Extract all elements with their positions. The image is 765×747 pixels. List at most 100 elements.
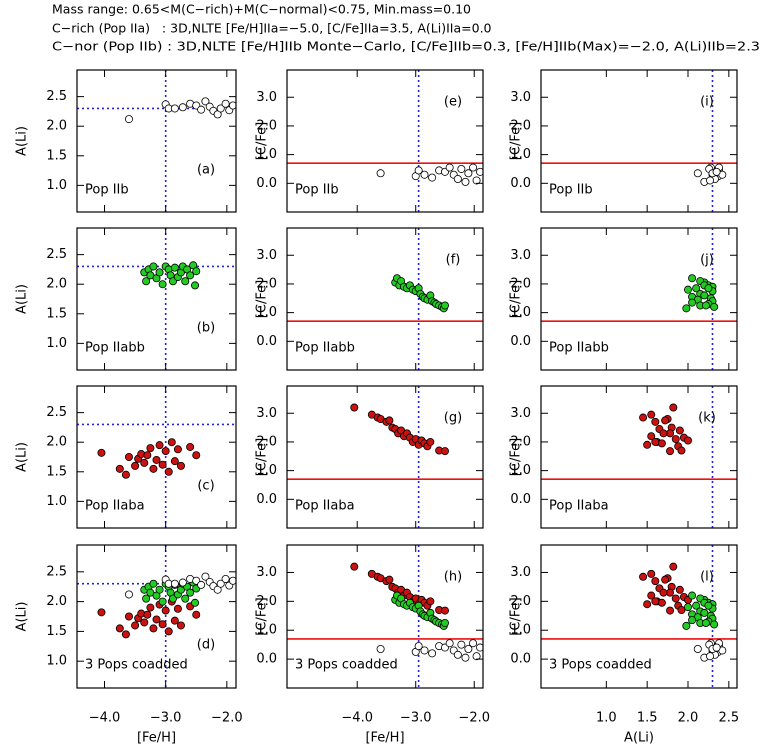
data-point: [155, 268, 164, 277]
data-point: [639, 572, 648, 581]
data-point: [142, 277, 151, 286]
data-point: [693, 645, 702, 654]
data-point: [704, 601, 713, 610]
data-point: [216, 104, 225, 113]
panel-frame: [540, 385, 738, 529]
data-point: [710, 620, 719, 629]
data-point: [376, 645, 385, 654]
data-point: [675, 585, 684, 594]
data-point: [700, 608, 709, 617]
y-tick-label: 2.0: [46, 435, 67, 450]
data-point: [115, 624, 124, 633]
y-tick-label: 2.0: [256, 118, 277, 133]
x-tick-label: −2.0: [458, 711, 490, 726]
y-axis-label: [C/Fe]: [509, 438, 524, 476]
header-line: C−nor (Pop IIb) : 3D,NLTE [Fe/H]IIb Mont…: [52, 39, 760, 54]
x-axis-label: [Fe/H]: [365, 731, 404, 746]
population-label: Pop IIaba: [549, 499, 609, 514]
data-point: [176, 461, 185, 470]
data-point: [191, 598, 200, 607]
panel-label: (f): [446, 253, 461, 268]
panel-label: (l): [700, 570, 714, 585]
panel: [541, 70, 737, 212]
data-point: [131, 621, 140, 630]
data-point: [420, 170, 429, 179]
panel: [77, 228, 236, 370]
data-point: [651, 597, 660, 606]
y-tick-label: 1.5: [46, 148, 67, 163]
y-tick-label: 1.0: [46, 178, 67, 193]
data-point: [385, 575, 394, 584]
population-label: 3 Pops coadded: [295, 658, 398, 673]
data-point: [684, 285, 693, 294]
data-point: [671, 435, 680, 444]
y-tick-label: 1.0: [256, 463, 277, 478]
data-point: [181, 277, 190, 286]
data-point: [170, 263, 179, 272]
data-point: [155, 585, 164, 594]
data-point: [688, 274, 697, 283]
data-point: [669, 562, 678, 571]
y-tick-label: 2.0: [256, 434, 277, 449]
panel-frame: [76, 385, 237, 529]
data-point: [131, 461, 140, 470]
panel: [541, 228, 737, 370]
y-tick-label: 1.0: [510, 623, 531, 638]
data-point: [121, 470, 130, 479]
data-point: [677, 606, 686, 615]
data-point: [671, 594, 680, 603]
panel-label: (c): [197, 479, 214, 494]
panel-frame: [540, 227, 738, 371]
panel: [541, 545, 737, 688]
data-point: [712, 643, 721, 652]
panel-frame: [76, 544, 237, 689]
y-tick-label: 3.0: [256, 90, 277, 105]
data-point: [152, 455, 161, 464]
panel-label: (e): [444, 95, 462, 110]
panel-frame: [540, 69, 738, 213]
data-point: [440, 447, 449, 456]
y-tick-label: 0.0: [256, 492, 277, 507]
data-point: [376, 169, 385, 178]
data-point: [428, 173, 437, 182]
data-point: [651, 577, 660, 586]
data-point: [704, 284, 713, 293]
panel: [287, 70, 483, 212]
data-point: [677, 446, 686, 455]
y-axis-label: [C/Fe]: [255, 597, 270, 635]
y-tick-label: 0.0: [510, 334, 531, 349]
data-point: [461, 653, 470, 662]
y-axis-label: [C/Fe]: [509, 122, 524, 160]
data-point: [420, 646, 429, 655]
y-axis-label: [C/Fe]: [509, 280, 524, 318]
data-point: [657, 598, 666, 607]
panel-frame: [540, 544, 738, 689]
y-tick-label: 2.0: [46, 277, 67, 292]
panel-label: (d): [197, 638, 215, 653]
y-tick-label: 1.0: [46, 654, 67, 669]
data-point: [143, 610, 152, 619]
panel-frame: [76, 227, 237, 371]
data-point: [350, 403, 359, 412]
y-tick-label: 2.0: [256, 276, 277, 291]
data-point: [140, 458, 149, 467]
data-point: [472, 652, 481, 661]
data-point: [181, 594, 190, 603]
data-point: [228, 101, 236, 110]
data-point: [428, 649, 437, 658]
data-point: [155, 441, 164, 450]
y-tick-label: 1.5: [46, 624, 67, 639]
data-point: [192, 451, 201, 460]
data-point: [464, 645, 473, 654]
data-point: [186, 442, 195, 451]
population-label: Pop IIb: [549, 183, 593, 198]
y-tick-label: 1.0: [256, 623, 277, 638]
y-tick-label: 3.0: [256, 406, 277, 421]
data-point: [666, 447, 675, 456]
data-point: [692, 601, 701, 610]
population-label: 3 Pops coadded: [85, 658, 188, 673]
data-point: [191, 281, 200, 290]
data-point: [661, 575, 670, 584]
panel: [77, 386, 236, 528]
data-point: [158, 597, 167, 606]
